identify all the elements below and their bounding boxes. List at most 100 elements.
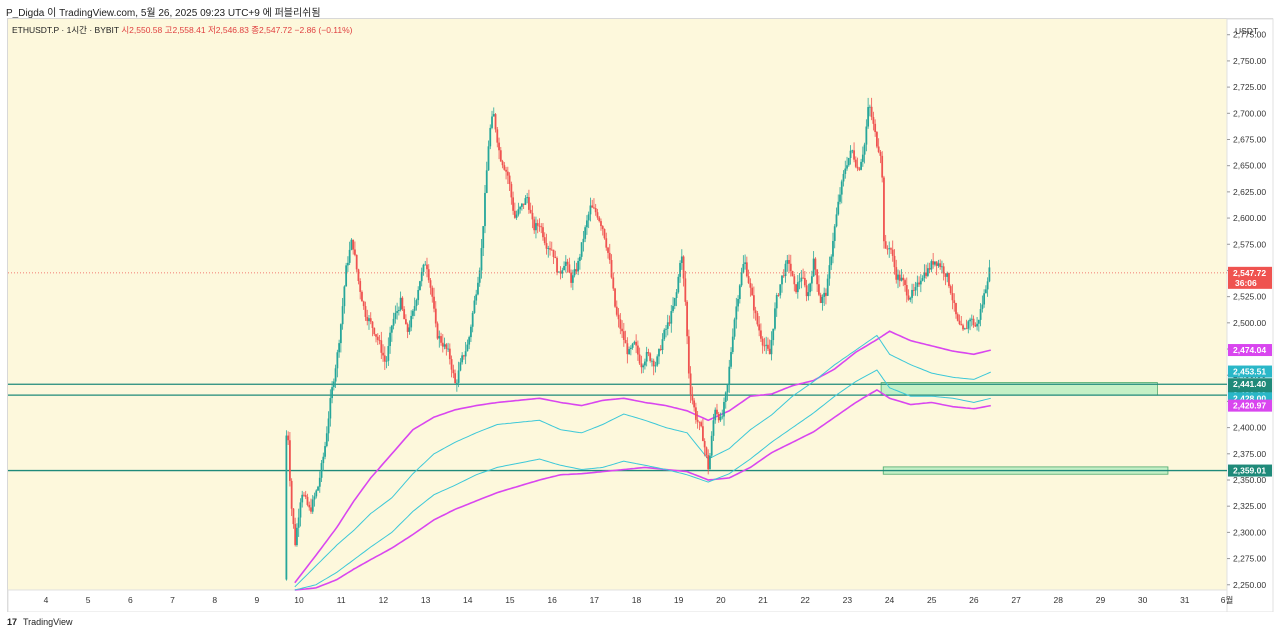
candle-body	[686, 301, 688, 337]
candle-body	[733, 319, 736, 337]
low-value: 저2,546.83	[207, 25, 249, 35]
candle-body	[582, 238, 585, 243]
candle-body	[503, 165, 506, 170]
candle-body	[860, 161, 862, 170]
candle-body	[935, 261, 938, 266]
candle-body	[406, 324, 409, 332]
candle-body	[621, 328, 623, 332]
x-tick-label: 24	[885, 595, 895, 605]
candle-body	[830, 256, 833, 266]
candle-body	[948, 273, 950, 287]
candle-body	[603, 229, 606, 239]
candle-body	[607, 247, 609, 253]
candle-body	[837, 201, 840, 215]
candle-body	[865, 126, 868, 145]
candle-body	[731, 336, 734, 353]
candle-body	[294, 524, 297, 546]
candle-body	[937, 263, 940, 266]
candle-body	[339, 324, 342, 344]
candle-body	[972, 318, 975, 326]
candle-body	[385, 360, 388, 362]
candle-body	[318, 477, 321, 487]
candle-body	[763, 345, 766, 347]
candle-body	[543, 237, 546, 244]
candle-body	[591, 205, 594, 208]
candle-body	[471, 312, 474, 327]
candle-body	[494, 114, 497, 130]
candle-body	[598, 217, 601, 222]
y-tick-label: 2,675.00	[1233, 134, 1266, 144]
candle-body	[289, 440, 291, 481]
candle-body	[647, 352, 650, 354]
symbol-label[interactable]: ETHUSDT.P · 1시간 · BYBIT	[12, 25, 119, 35]
candle-body	[823, 292, 826, 297]
candle-body	[921, 278, 924, 281]
candle-body	[784, 263, 787, 276]
candle-body	[427, 269, 430, 281]
candle-body	[881, 155, 884, 178]
candle-body	[758, 324, 761, 331]
candle-body	[963, 328, 966, 330]
tradingview-logo[interactable]: 17	[7, 617, 18, 627]
candle-body	[614, 288, 616, 307]
x-tick-label: 17	[590, 595, 600, 605]
candle-body	[772, 328, 775, 341]
candle-body	[492, 114, 495, 117]
candle-body	[506, 171, 509, 176]
plot-background	[8, 19, 1227, 590]
candle-body	[464, 351, 467, 357]
x-tick-label: 6월	[1221, 595, 1234, 605]
brand-name[interactable]: TradingView	[23, 617, 73, 627]
x-tick-label: 31	[1180, 595, 1190, 605]
candle-body	[645, 352, 648, 362]
candle-body	[475, 294, 478, 301]
candle-body	[810, 276, 813, 284]
price-label-bg	[1228, 378, 1272, 391]
candle-body	[622, 331, 625, 340]
candle-body	[327, 418, 330, 434]
open-value: 시2,550.58	[121, 25, 163, 35]
header-bar: P_Digda 이 TradingView.com, 5월 26, 2025 0…	[0, 0, 1280, 19]
candle-body	[825, 292, 827, 296]
candle-body	[782, 275, 785, 277]
candle-body	[756, 313, 759, 325]
candle-body	[473, 300, 476, 313]
candle-body	[426, 264, 428, 270]
candle-body	[962, 325, 964, 330]
candle-body	[526, 197, 529, 199]
candle-body	[334, 368, 337, 382]
candle-body	[459, 362, 462, 371]
candle-body	[907, 295, 910, 300]
y-tick-label: 2,625.00	[1233, 187, 1266, 197]
y-tick-label: 2,700.00	[1233, 108, 1266, 118]
candle-body	[310, 507, 312, 512]
candle-body	[568, 264, 571, 273]
time-axis	[7, 589, 1228, 613]
candle-body	[867, 107, 870, 127]
candle-body	[383, 355, 386, 362]
y-tick-label: 2,300.00	[1233, 527, 1266, 537]
candle-body	[482, 226, 485, 249]
candle-body	[835, 214, 838, 227]
candle-body	[556, 258, 558, 273]
candle-body	[586, 220, 588, 228]
candle-body	[802, 277, 804, 279]
candle-body	[489, 127, 492, 147]
candle-body	[844, 168, 847, 174]
candle-body	[564, 261, 567, 267]
candle-body	[417, 290, 420, 301]
candles	[285, 97, 991, 581]
candle-body	[529, 209, 532, 213]
candle-body	[575, 269, 578, 272]
candle-body	[552, 249, 555, 257]
candle-body	[677, 276, 680, 293]
currency-label: USDT	[1235, 26, 1258, 36]
candle-body	[361, 291, 363, 302]
candle-body	[754, 310, 757, 314]
candle-body	[524, 198, 527, 205]
y-tick-label: 2,600.00	[1233, 213, 1266, 223]
candle-body	[932, 261, 935, 265]
candle-body	[378, 339, 381, 341]
candle-body	[765, 344, 768, 346]
